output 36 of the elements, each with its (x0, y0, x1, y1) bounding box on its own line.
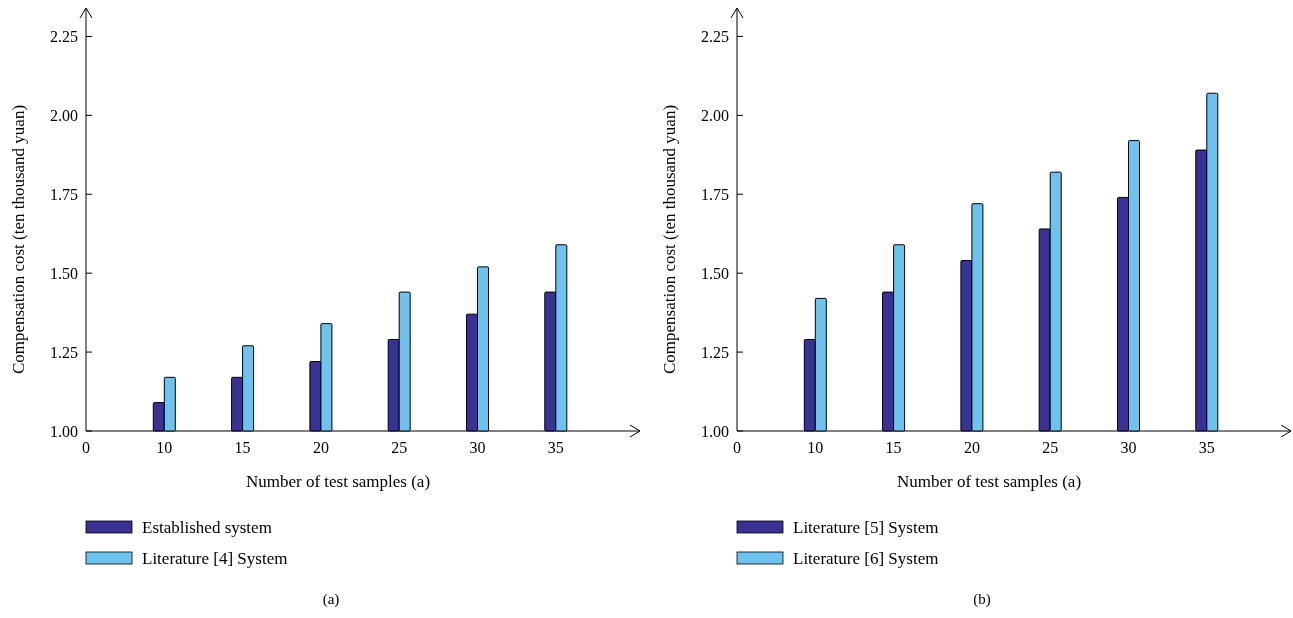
y-axis-title: Compensation cost (ten thousand yuan) (9, 104, 28, 375)
legend-label: Established system (142, 517, 272, 537)
text: (b) (973, 591, 991, 608)
x-tick-label: 30 (1120, 439, 1137, 456)
x-tick-label: 10 (156, 439, 173, 456)
legend-label: Literature [6] System (793, 548, 939, 568)
y-tick-label: 1.50 (50, 264, 78, 282)
y-tick-label: 2.25 (701, 28, 729, 46)
x-tick-label: 25 (391, 439, 408, 456)
y-tick-label: 2.00 (50, 106, 78, 124)
x-tick-label: 0 (82, 439, 90, 456)
x-tick-label: 35 (1198, 439, 1215, 456)
text: (a) (322, 591, 340, 608)
y-tick-label: 1.00 (701, 422, 729, 440)
x-tick-label: 35 (547, 439, 564, 456)
x-tick-label: 20 (963, 439, 980, 456)
x-tick-label: 20 (312, 439, 329, 456)
x-tick-label: 0 (733, 439, 741, 456)
legend-label: Literature [4] System (142, 548, 288, 568)
y-tick-label: 2.25 (50, 28, 78, 46)
y-tick-label: 1.25 (50, 343, 78, 361)
y-tick-label: 1.75 (50, 185, 78, 203)
y-tick-label: 1.00 (50, 422, 78, 440)
y-tick-label: 1.75 (701, 185, 729, 203)
x-tick-label: 25 (1042, 439, 1059, 456)
x-tick-label: 15 (885, 439, 902, 456)
x-axis-title: Number of test samples (a) (245, 472, 431, 491)
y-tick-label: 1.50 (701, 264, 729, 282)
y-tick-label: 1.25 (701, 343, 729, 361)
x-tick-label: 10 (807, 439, 824, 456)
y-axis-title: Compensation cost (ten thousand yuan) (660, 104, 679, 375)
x-tick-label: 15 (234, 439, 251, 456)
x-axis-title: Number of test samples (a) (896, 472, 1082, 491)
legend-label: Literature [5] System (793, 517, 939, 537)
y-tick-label: 2.00 (701, 106, 729, 124)
x-tick-label: 30 (469, 439, 486, 456)
